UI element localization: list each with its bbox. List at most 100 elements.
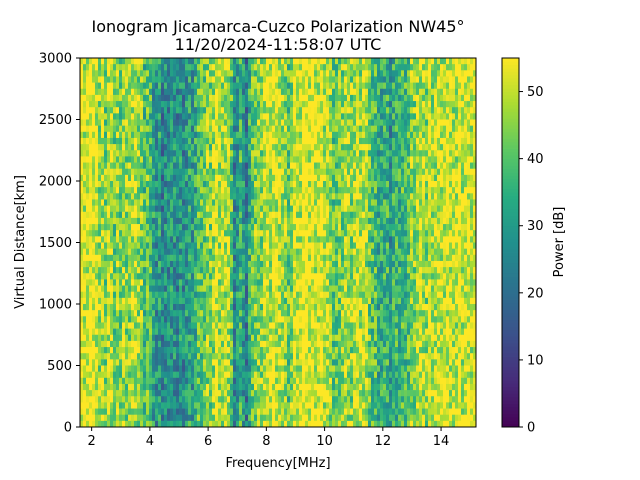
- heatmap-cell: [245, 285, 249, 293]
- heatmap-cell: [323, 187, 327, 194]
- heatmap-cell: [170, 383, 174, 391]
- heatmap-cell: [197, 76, 201, 83]
- heatmap-cell: [116, 236, 120, 243]
- heatmap-cell: [161, 414, 165, 422]
- heatmap-cell: [98, 267, 102, 274]
- heatmap-cell: [212, 168, 216, 176]
- heatmap-cell: [185, 347, 189, 354]
- heatmap-cell: [119, 76, 123, 83]
- heatmap-cell: [83, 402, 87, 409]
- heatmap-cell: [89, 236, 93, 243]
- heatmap-cell: [281, 58, 285, 65]
- heatmap-cell: [188, 211, 192, 219]
- heatmap-cell: [146, 119, 150, 126]
- heatmap-cell: [152, 174, 156, 182]
- heatmap-cell: [197, 279, 201, 286]
- heatmap-cell: [251, 150, 255, 157]
- heatmap-cell: [317, 113, 321, 120]
- heatmap-cell: [83, 420, 87, 428]
- heatmap-cell: [158, 217, 162, 225]
- heatmap-cell: [206, 236, 210, 243]
- heatmap-cell: [293, 353, 297, 360]
- heatmap-cell: [128, 316, 132, 323]
- heatmap-cell: [173, 310, 177, 317]
- heatmap-cell: [146, 267, 150, 274]
- heatmap-cell: [95, 279, 99, 286]
- heatmap-cell: [176, 236, 180, 243]
- heatmap-cell: [128, 408, 132, 416]
- heatmap-cell: [269, 328, 273, 336]
- heatmap-cell: [212, 353, 216, 360]
- heatmap-cell: [89, 113, 93, 120]
- heatmap-cell: [206, 70, 210, 77]
- heatmap-cell: [233, 242, 237, 249]
- heatmap-cell: [314, 334, 318, 342]
- heatmap-cell: [251, 181, 255, 188]
- heatmap-cell: [143, 236, 147, 243]
- heatmap-cell: [305, 353, 309, 360]
- heatmap-cell: [140, 371, 144, 379]
- heatmap-cell: [152, 414, 156, 422]
- heatmap-cell: [248, 187, 252, 194]
- heatmap-cell: [269, 340, 273, 348]
- heatmap-cell: [281, 187, 285, 194]
- heatmap-cell: [152, 187, 156, 194]
- heatmap-cell: [167, 199, 171, 206]
- heatmap-cell: [110, 101, 114, 108]
- heatmap-cell: [113, 273, 117, 280]
- heatmap-cell: [80, 328, 84, 336]
- heatmap-cell: [209, 199, 213, 206]
- heatmap-cell: [113, 359, 117, 366]
- heatmap-cell: [191, 377, 195, 385]
- heatmap-cell: [305, 304, 309, 311]
- heatmap-cell: [242, 113, 246, 120]
- heatmap-cell: [125, 310, 129, 317]
- heatmap-cell: [215, 340, 219, 348]
- heatmap-cell: [86, 291, 90, 299]
- heatmap-cell: [248, 217, 252, 225]
- heatmap-cell: [122, 316, 126, 323]
- heatmap-cell: [125, 211, 129, 219]
- heatmap-cell: [266, 236, 270, 243]
- heatmap-cell: [215, 285, 219, 293]
- heatmap-cell: [146, 64, 150, 71]
- heatmap-cell: [164, 254, 168, 262]
- heatmap-cell: [194, 193, 198, 200]
- heatmap-cell: [194, 402, 198, 409]
- heatmap-cell: [269, 267, 273, 274]
- heatmap-cell: [98, 383, 102, 391]
- heatmap-cell: [308, 347, 312, 354]
- heatmap-cell: [188, 230, 192, 237]
- heatmap-cell: [89, 107, 93, 114]
- heatmap-cell: [281, 168, 285, 176]
- heatmap-cell: [167, 334, 171, 342]
- heatmap-cell: [152, 242, 156, 249]
- heatmap-cell: [293, 230, 297, 237]
- heatmap-cell: [134, 107, 138, 114]
- heatmap-cell: [173, 254, 177, 262]
- heatmap-cell: [107, 211, 111, 219]
- heatmap-cell: [89, 285, 93, 293]
- heatmap-cell: [236, 199, 240, 206]
- heatmap-cell: [323, 254, 327, 262]
- heatmap-cell: [194, 291, 198, 299]
- heatmap-cell: [278, 273, 282, 280]
- heatmap-cell: [254, 365, 258, 372]
- heatmap-cell: [119, 347, 123, 354]
- heatmap-cell: [191, 107, 195, 114]
- heatmap-cell: [224, 107, 228, 114]
- heatmap-cell: [188, 119, 192, 126]
- heatmap-cell: [266, 70, 270, 77]
- heatmap-cell: [179, 137, 183, 145]
- heatmap-cell: [122, 328, 126, 336]
- heatmap-cell: [290, 119, 294, 126]
- heatmap-cell: [119, 260, 123, 268]
- heatmap-cell: [206, 377, 210, 385]
- heatmap-cell: [311, 316, 315, 323]
- heatmap-cell: [209, 230, 213, 237]
- heatmap-cell: [173, 248, 177, 256]
- heatmap-cell: [83, 396, 87, 403]
- heatmap-cell: [206, 334, 210, 342]
- heatmap-cell: [257, 58, 261, 65]
- heatmap-cell: [245, 390, 249, 397]
